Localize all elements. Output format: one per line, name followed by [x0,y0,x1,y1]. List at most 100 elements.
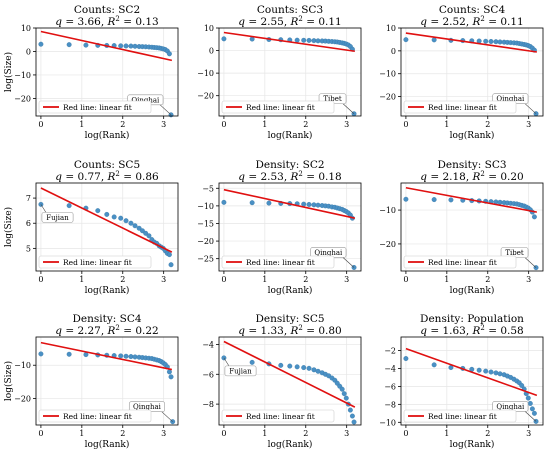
data-point [351,419,357,425]
subplot-subtitle: q = 2.55, R2 = 0.11 [238,15,342,28]
data-point [66,203,72,209]
x-tick-label: 0 [38,120,43,129]
x-tick-label: 2 [120,429,125,438]
x-tick-label: 3 [161,275,166,284]
subplot-subtitle: q = 1.33, R2 = 0.80 [238,324,342,337]
legend-label: Red line: linear fit [63,412,132,421]
y-tick-label: −10 [379,70,396,79]
annotation-label: Qinghai [131,96,160,104]
data-point [166,252,172,258]
legend-box [38,409,152,423]
fit-line [40,341,173,371]
x-tick-label: 0 [403,275,408,284]
fit-line [405,32,537,53]
x-tick-label: 3 [344,120,349,129]
data-point [168,262,174,268]
x-axis-label: log(Rank) [450,285,495,296]
data-point [448,197,454,203]
x-tick-label: 2 [485,429,490,438]
data-point [493,39,499,45]
fit-line [223,188,356,219]
data-point [403,356,409,362]
x-axis-label: log(Rank) [268,285,313,296]
data-point [104,211,110,217]
x-tick-label: 3 [344,275,349,284]
y-tick-label: 10 [204,24,214,33]
data-point [343,395,349,401]
data-point [497,39,503,45]
annotation-box [224,365,257,377]
data-point [143,230,149,236]
data-point [403,37,409,43]
subplot-title: Density: Population [420,313,524,325]
annotation-arrow [159,104,172,116]
y-tick-label: 0 [209,47,214,56]
y-axis-label: log(Size) [3,361,14,401]
annotation-label: Qinghai [314,249,343,257]
y-tick-label: 6 [26,219,31,228]
subplot-title: Density: SC4 [72,313,141,325]
x-tick-label: 1 [79,275,84,284]
data-point [311,202,317,208]
data-point [301,365,307,371]
data-point [301,37,307,43]
data-point [306,202,312,207]
x-tick-label: 1 [79,120,84,129]
data-point [294,364,300,370]
y-tick-label: −20 [14,94,31,103]
data-point [349,413,355,419]
y-axis-label: log(Size) [3,52,14,92]
x-tick-label: 0 [221,275,226,284]
plot-frame [400,336,544,426]
data-point [347,407,353,413]
data-point [118,215,124,221]
data-point [488,369,494,375]
x-tick-label: 1 [444,429,449,438]
y-tick-label: −4 [202,340,214,349]
legend-label: Red line: linear fit [246,103,315,112]
data-point [83,42,89,48]
subplot-title: Density: SC3 [437,159,506,171]
legend-label: Red line: linear fit [428,103,497,112]
data-point [306,365,312,371]
y-tick-label: 5 [26,244,31,253]
legend-label: Red line: linear fit [428,258,497,267]
y-tick-label: −10 [14,361,31,370]
x-tick-label: 0 [221,429,226,438]
data-point [95,208,101,214]
y-tick-label: 0 [26,47,31,56]
y-tick-label: 10 [21,24,31,33]
data-point [128,354,134,360]
data-point [531,214,537,220]
data-point [266,200,272,206]
y-tick-label: −10 [379,206,396,215]
annotation-arrow [524,411,537,422]
x-tick-label: 0 [403,120,408,129]
y-tick-label: −5 [202,184,214,193]
data-point [166,51,172,57]
annotation-label: Qinghai [133,403,162,411]
data-point [311,38,317,44]
data-point [221,199,227,205]
plot-frame [35,336,179,426]
y-tick-label: 0 [391,47,396,56]
data-point [168,374,174,380]
x-axis-label: log(Rank) [268,439,313,450]
fit-line [40,187,173,253]
y-tick-label: −25 [197,255,214,264]
data-point [315,368,321,374]
y-tick-label: −8 [202,400,214,409]
x-tick-label: 2 [303,120,308,129]
y-tick-label: −10 [14,71,31,80]
x-axis-label: log(Rank) [450,130,495,141]
legend-box [221,100,335,114]
x-tick-label: 1 [262,275,267,284]
legend-box [403,409,517,423]
annotation-label: Qinghai [496,95,525,103]
data-point [123,218,129,224]
x-axis-label: log(Rank) [450,439,495,450]
